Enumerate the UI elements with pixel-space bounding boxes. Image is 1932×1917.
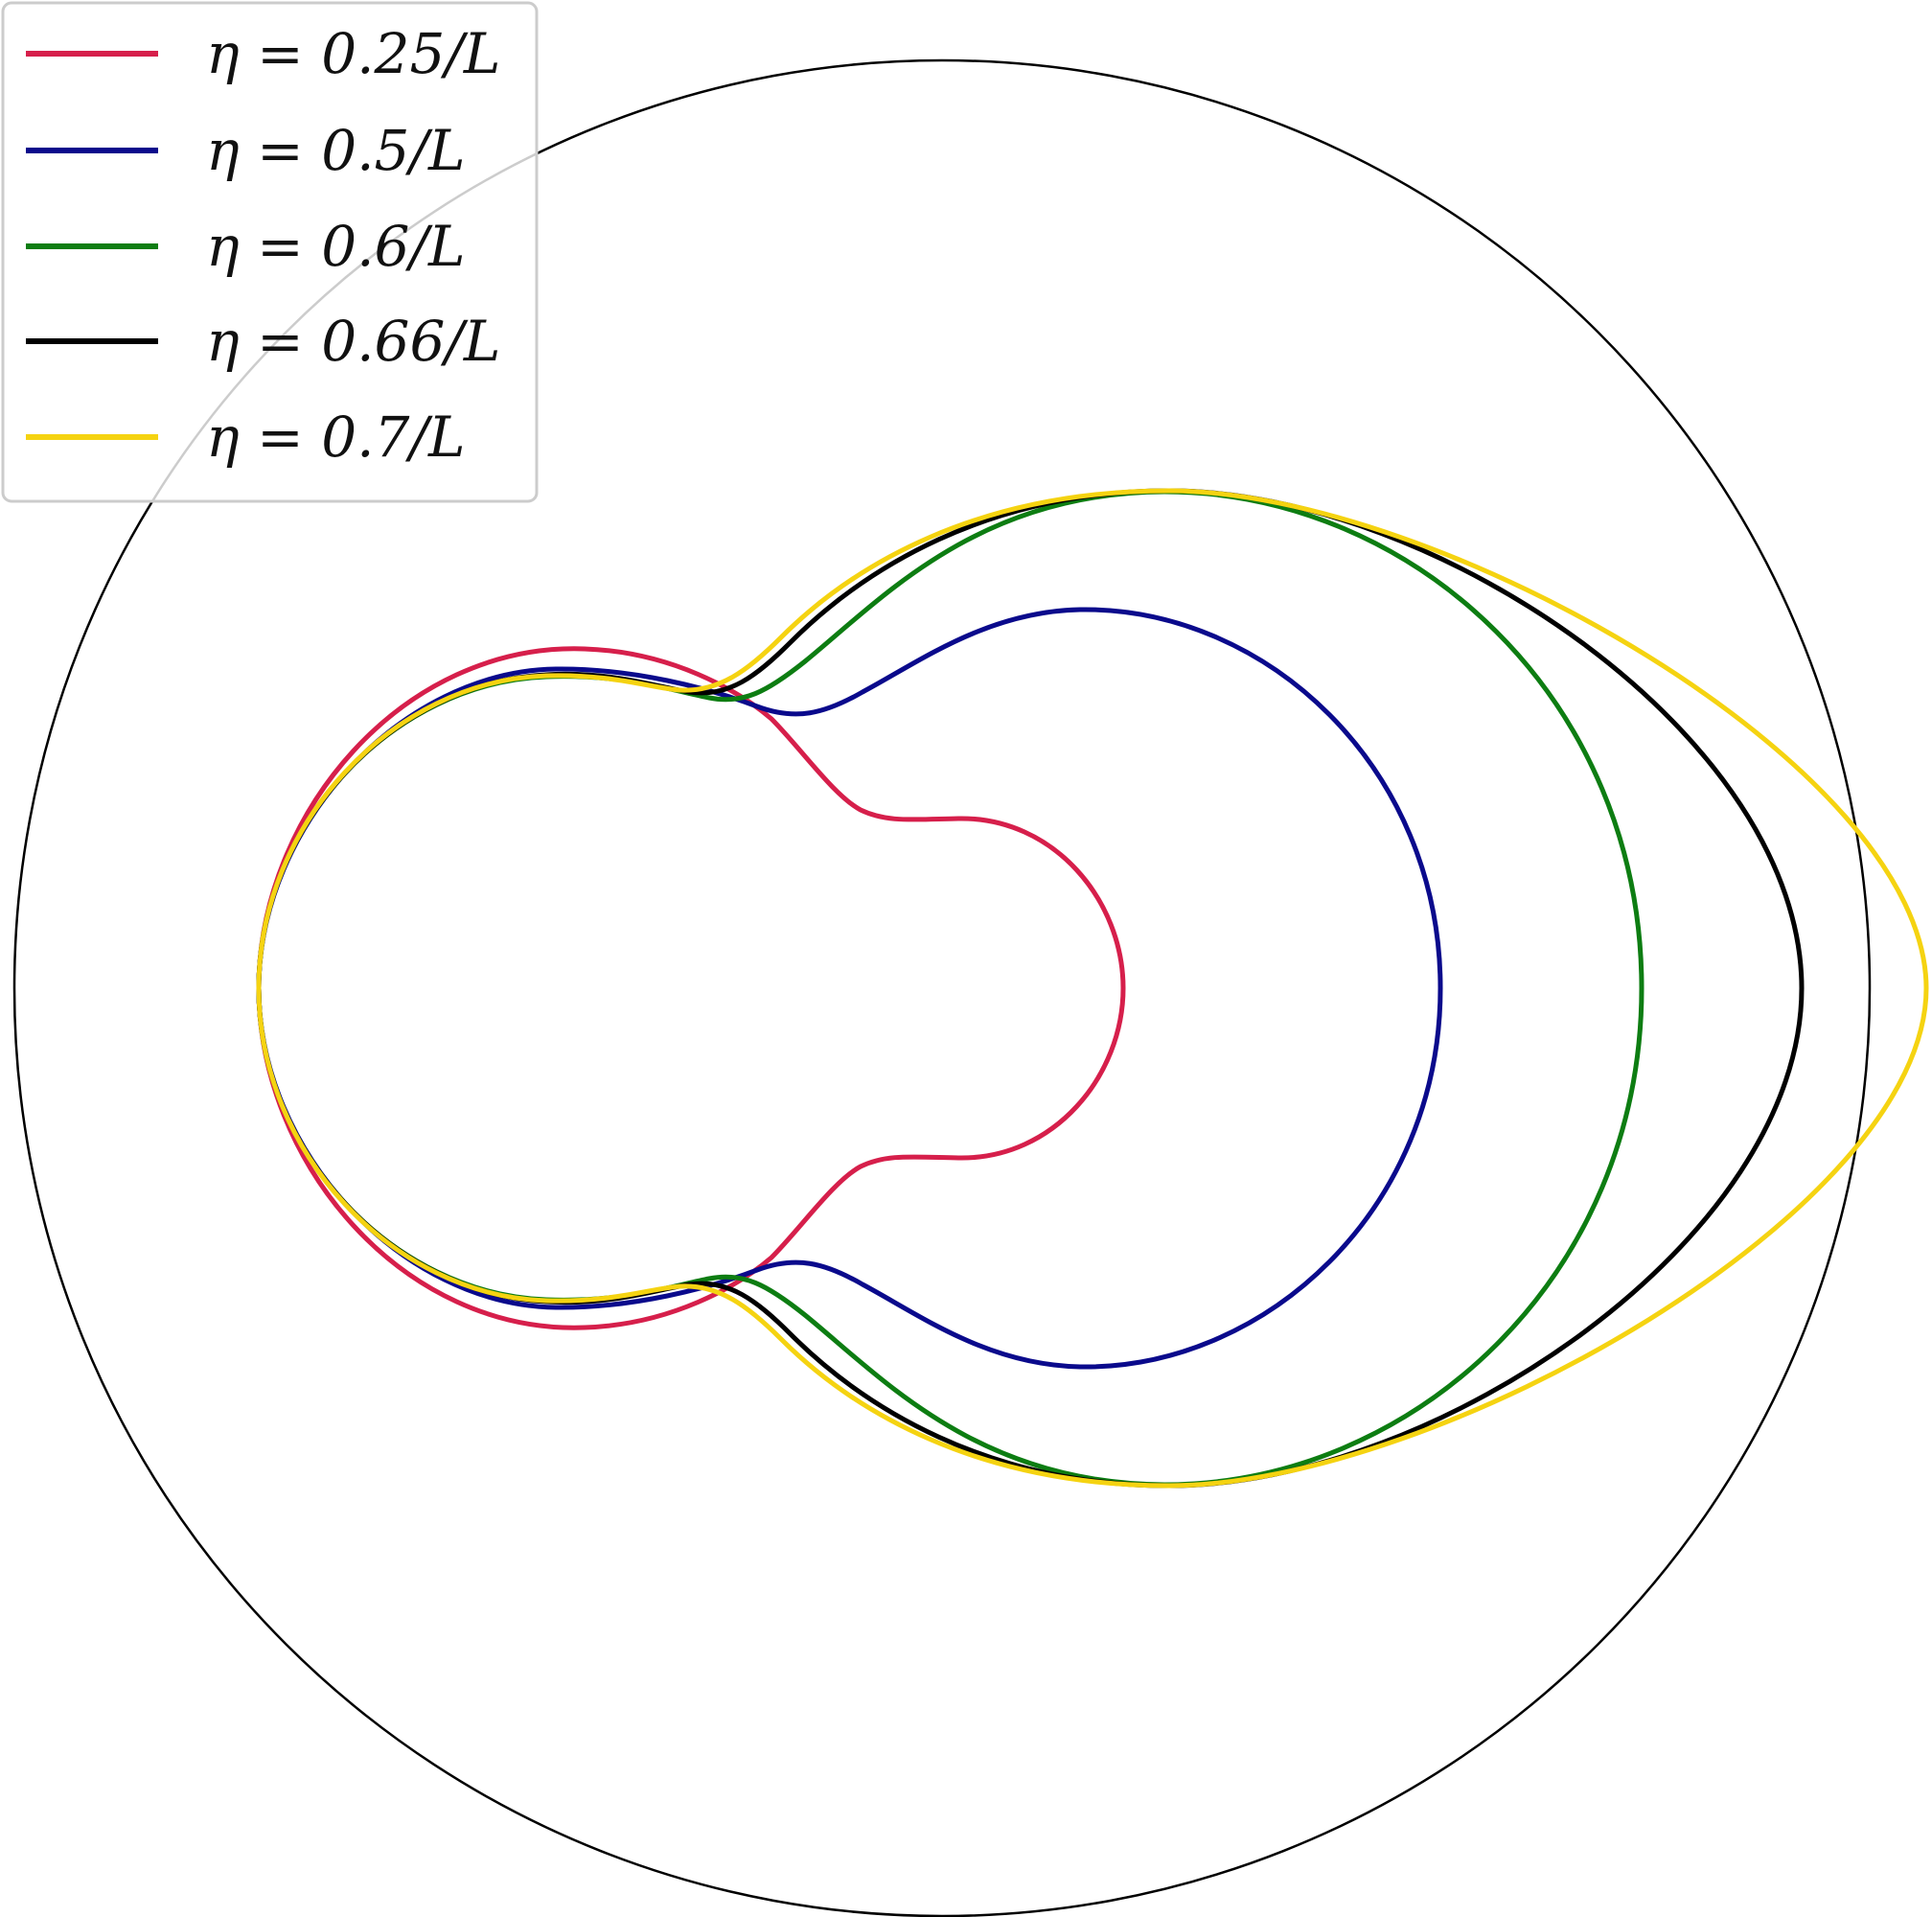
legend-label-eta-0.7: η = 0.7/L [206,404,466,470]
legend-label-eta-0.25: η = 0.25/L [206,21,500,86]
outer-circular-boundary [13,59,1871,1917]
legend: η = 0.25/L η = 0.5/L η = 0.6/L η = 0.66/… [1,1,539,503]
curve-eta-0.25 [256,646,1126,1330]
curve-eta-0.7 [256,488,1929,1489]
curve-eta-0.5 [256,607,1443,1370]
curve-group [256,488,1929,1489]
legend-frame [1,1,539,503]
legend-label-eta-0.66: η = 0.66/L [206,309,500,374]
legend-label-eta-0.5: η = 0.5/L [206,118,466,183]
legend-label-eta-0.6: η = 0.6/L [206,214,466,279]
